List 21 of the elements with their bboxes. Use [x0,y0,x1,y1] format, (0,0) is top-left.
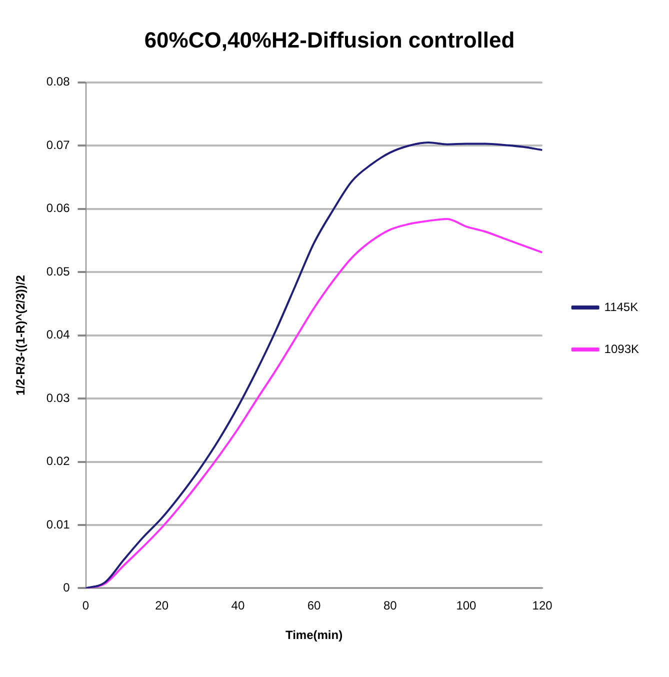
legend-label: 1093K [604,342,640,356]
y-tick-label: 0.02 [46,454,70,468]
y-tick-label: 0 [63,580,70,595]
legend-label: 1145K [604,300,638,314]
y-tick-label: 0.01 [46,517,70,532]
y-tick-label: 0.06 [46,201,70,216]
x-tick-label: 20 [155,598,169,613]
y-tick-label: 0.07 [46,138,70,152]
y-tick-label: 0.05 [46,264,70,278]
x-tick-label: 60 [307,598,322,613]
y-tick-label: 0.08 [46,74,70,89]
chart-title: 60%CO,40%H2-Diffusion controlled [144,27,515,52]
x-tick-label: 80 [383,598,398,613]
x-tick-label: 120 [532,598,553,613]
y-tick-label: 0.04 [46,328,70,342]
x-tick-label: 100 [456,598,477,613]
x-tick-label: 40 [231,598,245,613]
x-tick-label: 0 [82,598,90,613]
y-axis-title: 1/2-R/3-((1-R)^(2/3))/2 [14,274,28,396]
y-tick-label: 0.03 [46,390,70,405]
x-axis-title: Time(min) [285,628,343,642]
